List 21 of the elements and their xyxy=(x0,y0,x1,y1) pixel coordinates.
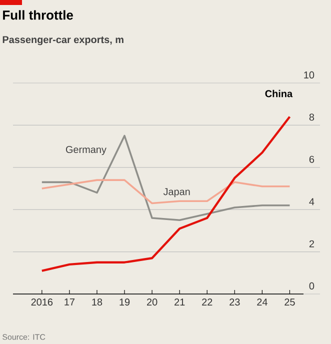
y-tick-label: 6 xyxy=(309,156,314,163)
chart-subtitle: Passenger-car exports, m xyxy=(2,36,124,46)
y-tick-label: 0 xyxy=(309,282,314,290)
x-tick-label: 17 xyxy=(64,298,74,306)
y-tick-label: 10 xyxy=(304,71,314,78)
chart-title: Full throttle xyxy=(3,10,73,20)
y-tick-label: 8 xyxy=(309,114,314,121)
x-tick-label: 19 xyxy=(120,298,130,306)
series-label: China xyxy=(265,90,293,98)
x-tick-label: 24 xyxy=(257,298,268,306)
series-label: Japan xyxy=(163,188,190,198)
x-tick-label: 25 xyxy=(284,298,295,306)
y-tick-label: 2 xyxy=(309,240,314,248)
x-tick-label: 20 xyxy=(147,298,158,306)
x-tick-label: 2016 xyxy=(31,298,53,306)
x-tick-label: 23 xyxy=(230,298,240,306)
y-tick-label: 4 xyxy=(309,198,314,206)
x-tick-label: 18 xyxy=(92,298,102,306)
series-label: Germany xyxy=(66,146,106,156)
x-tick-label: 21 xyxy=(174,298,185,306)
x-tick-label: 22 xyxy=(202,298,212,306)
